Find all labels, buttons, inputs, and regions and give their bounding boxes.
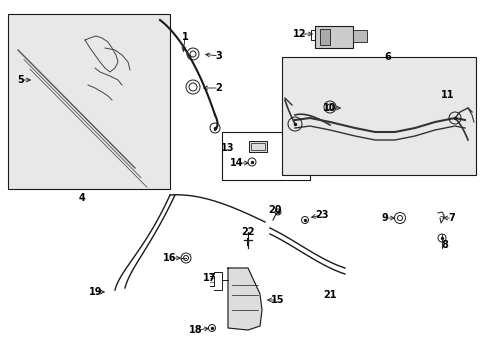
Text: 13: 13 — [221, 143, 234, 153]
Text: 14: 14 — [230, 158, 243, 168]
Text: 16: 16 — [163, 253, 176, 263]
Text: 10: 10 — [323, 103, 336, 113]
Text: 17: 17 — [203, 273, 216, 283]
Text: 15: 15 — [271, 295, 284, 305]
Text: 5: 5 — [18, 75, 24, 85]
Text: 2: 2 — [215, 83, 222, 93]
Text: 21: 21 — [323, 290, 336, 300]
Text: 1: 1 — [181, 32, 188, 42]
Text: 19: 19 — [89, 287, 102, 297]
Bar — [314, 26, 352, 48]
Text: 20: 20 — [268, 205, 281, 215]
Bar — [250, 143, 264, 149]
Text: 22: 22 — [241, 227, 254, 237]
Bar — [222, 132, 309, 180]
Text: 3: 3 — [215, 51, 222, 61]
Bar — [352, 30, 366, 42]
Bar — [8, 14, 170, 189]
Text: 23: 23 — [315, 210, 328, 220]
Bar — [319, 29, 329, 45]
Text: 8: 8 — [441, 240, 447, 250]
Text: 9: 9 — [381, 213, 387, 223]
Text: 6: 6 — [384, 52, 390, 62]
Bar — [248, 140, 266, 152]
Bar — [282, 57, 475, 175]
Text: 4: 4 — [79, 193, 85, 203]
Text: 7: 7 — [447, 213, 454, 223]
Text: 11: 11 — [440, 90, 454, 100]
Text: 18: 18 — [189, 325, 203, 335]
Text: 12: 12 — [293, 29, 306, 39]
Polygon shape — [227, 268, 262, 330]
